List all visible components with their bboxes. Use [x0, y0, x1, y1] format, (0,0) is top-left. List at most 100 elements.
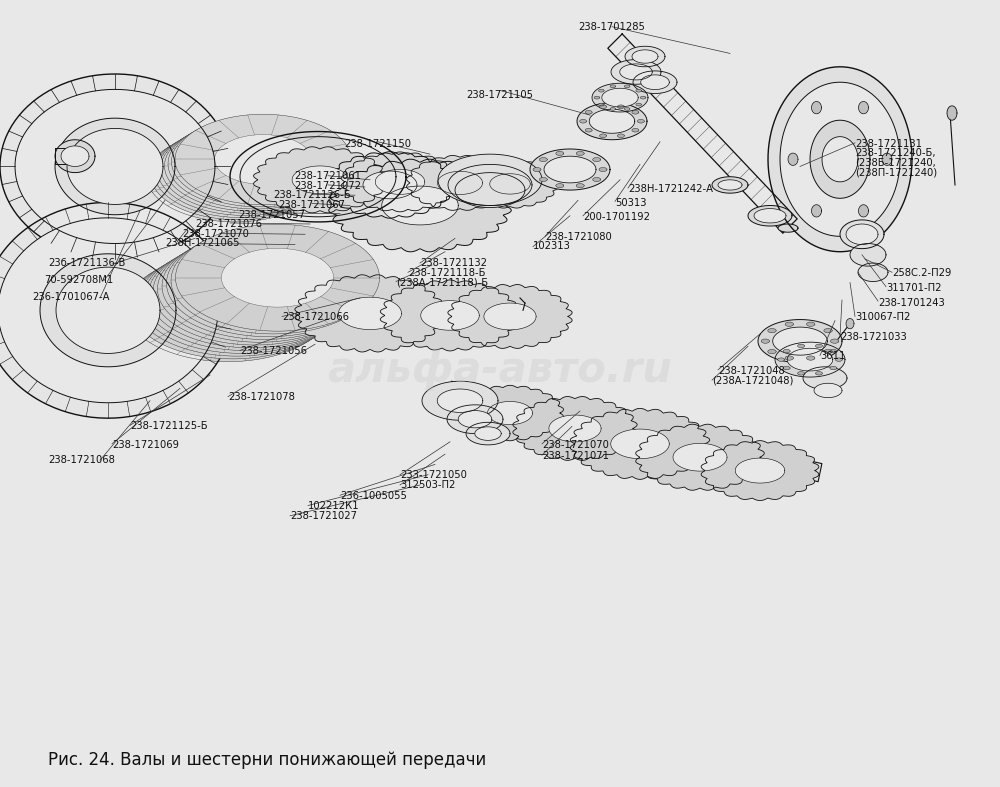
- Polygon shape: [594, 96, 600, 99]
- Polygon shape: [576, 151, 584, 156]
- Text: 258С.2-П29: 258С.2-П29: [892, 268, 951, 278]
- Polygon shape: [185, 271, 298, 329]
- Polygon shape: [636, 103, 641, 106]
- Polygon shape: [135, 249, 339, 357]
- Polygon shape: [199, 262, 311, 321]
- Polygon shape: [490, 174, 530, 194]
- Polygon shape: [194, 265, 307, 323]
- Text: (238А-1721118)-Б: (238А-1721118)-Б: [396, 278, 488, 287]
- Polygon shape: [632, 128, 639, 132]
- Text: 233-1721050: 233-1721050: [400, 470, 467, 480]
- Polygon shape: [421, 301, 479, 331]
- Polygon shape: [712, 177, 748, 193]
- Polygon shape: [140, 246, 344, 353]
- Polygon shape: [641, 75, 669, 90]
- Polygon shape: [201, 143, 297, 193]
- Text: 238-1721126-Б: 238-1721126-Б: [273, 190, 351, 201]
- Polygon shape: [846, 224, 878, 245]
- Polygon shape: [171, 227, 375, 334]
- Polygon shape: [611, 429, 669, 459]
- Polygon shape: [448, 164, 532, 205]
- Text: 236-1005055: 236-1005055: [340, 490, 407, 501]
- Text: 312503-П2: 312503-П2: [400, 480, 455, 490]
- Polygon shape: [633, 71, 677, 94]
- Polygon shape: [438, 154, 542, 205]
- Polygon shape: [55, 140, 95, 172]
- Text: альфа-авто.ru: альфа-авто.ru: [328, 349, 672, 391]
- Polygon shape: [168, 119, 344, 209]
- Polygon shape: [458, 411, 492, 428]
- Polygon shape: [758, 320, 842, 363]
- Polygon shape: [611, 60, 661, 84]
- Polygon shape: [375, 169, 425, 194]
- Text: 238-1721080: 238-1721080: [545, 231, 612, 242]
- Text: (238Б-1721240,: (238Б-1721240,: [855, 157, 936, 168]
- Polygon shape: [617, 134, 624, 138]
- Polygon shape: [533, 168, 541, 172]
- Polygon shape: [448, 382, 822, 482]
- Polygon shape: [830, 339, 839, 343]
- Text: Рис. 24. Валы и шестерни понижающей передачи: Рис. 24. Валы и шестерни понижающей пере…: [48, 751, 486, 769]
- Polygon shape: [221, 249, 334, 307]
- Polygon shape: [599, 168, 607, 172]
- Polygon shape: [773, 327, 827, 355]
- Polygon shape: [624, 108, 630, 110]
- Polygon shape: [761, 339, 770, 343]
- Text: 310067-П2: 310067-П2: [855, 312, 910, 323]
- Polygon shape: [787, 349, 833, 371]
- Polygon shape: [438, 172, 482, 194]
- Polygon shape: [176, 276, 289, 334]
- Text: 238-1721105: 238-1721105: [466, 90, 534, 100]
- Polygon shape: [158, 235, 362, 342]
- Polygon shape: [488, 401, 532, 425]
- Polygon shape: [422, 381, 498, 420]
- Polygon shape: [341, 152, 459, 212]
- Text: 238-1721150: 238-1721150: [344, 139, 412, 149]
- Polygon shape: [203, 260, 316, 318]
- Polygon shape: [617, 105, 624, 109]
- Polygon shape: [803, 367, 847, 390]
- Polygon shape: [204, 141, 301, 190]
- Text: (238А-1721048): (238А-1721048): [712, 375, 793, 386]
- Polygon shape: [181, 273, 293, 332]
- Polygon shape: [382, 186, 458, 225]
- Text: 238-1721072: 238-1721072: [294, 181, 362, 190]
- Polygon shape: [947, 105, 957, 120]
- Polygon shape: [600, 134, 607, 138]
- Polygon shape: [339, 297, 402, 330]
- Polygon shape: [187, 152, 283, 201]
- Text: 238-1721067: 238-1721067: [278, 200, 346, 210]
- Polygon shape: [530, 149, 610, 190]
- Polygon shape: [785, 356, 793, 360]
- Polygon shape: [824, 328, 832, 333]
- Polygon shape: [544, 156, 596, 183]
- Text: 238-1721061: 238-1721061: [294, 171, 362, 181]
- Text: 238-1721131: 238-1721131: [855, 139, 922, 149]
- Polygon shape: [673, 443, 727, 471]
- Text: 238-1721125-Б: 238-1721125-Б: [130, 421, 208, 431]
- Polygon shape: [850, 243, 886, 266]
- Polygon shape: [329, 159, 511, 252]
- Text: 200-1701192: 200-1701192: [583, 212, 650, 223]
- Text: 238-1721070: 238-1721070: [182, 229, 249, 238]
- Text: 102313: 102313: [533, 242, 571, 251]
- Polygon shape: [577, 103, 647, 140]
- Polygon shape: [815, 344, 822, 348]
- Polygon shape: [208, 139, 304, 189]
- Text: 238-1701243: 238-1701243: [878, 297, 945, 308]
- Polygon shape: [215, 135, 311, 184]
- Polygon shape: [197, 146, 294, 195]
- Polygon shape: [0, 218, 218, 403]
- Polygon shape: [780, 82, 900, 236]
- Polygon shape: [783, 366, 790, 370]
- Polygon shape: [592, 83, 648, 112]
- Polygon shape: [0, 202, 233, 418]
- Polygon shape: [556, 151, 564, 156]
- Polygon shape: [798, 344, 805, 348]
- Polygon shape: [599, 89, 604, 92]
- Text: 238-1721078: 238-1721078: [228, 391, 295, 401]
- Polygon shape: [462, 160, 558, 208]
- Polygon shape: [455, 172, 525, 208]
- Polygon shape: [15, 90, 215, 243]
- Polygon shape: [778, 224, 798, 232]
